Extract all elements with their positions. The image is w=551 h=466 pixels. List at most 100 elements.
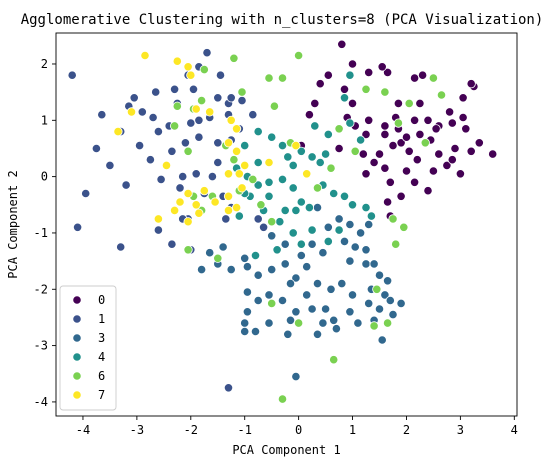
data-point-cluster-7 <box>170 205 180 215</box>
data-point-cluster-6 <box>229 53 239 63</box>
data-point-cluster-1 <box>191 169 201 179</box>
data-point-cluster-1 <box>167 239 177 249</box>
data-point-cluster-6 <box>388 214 398 224</box>
data-point-cluster-7 <box>234 169 244 179</box>
data-point-cluster-3 <box>240 326 250 337</box>
data-point-cluster-4 <box>323 236 333 246</box>
data-point-cluster-3 <box>350 242 360 252</box>
data-point-cluster-1 <box>67 70 77 80</box>
data-point-cluster-7 <box>175 197 185 207</box>
data-point-cluster-6 <box>213 253 223 263</box>
data-point-cluster-3 <box>302 290 312 300</box>
data-point-cluster-3 <box>380 290 390 300</box>
data-point-cluster-0 <box>461 124 471 134</box>
data-point-cluster-6 <box>248 174 258 184</box>
legend-label-7: 7 <box>98 388 105 402</box>
data-point-cluster-4 <box>234 211 244 221</box>
data-point-cluster-3 <box>264 290 274 300</box>
data-point-cluster-4 <box>355 135 366 145</box>
data-point-cluster-0 <box>310 98 320 109</box>
data-point-cluster-3 <box>396 298 406 308</box>
data-point-cluster-4 <box>329 188 339 199</box>
data-point-cluster-7 <box>232 124 242 134</box>
data-point-cluster-1 <box>221 214 231 224</box>
data-point-cluster-0 <box>404 146 414 156</box>
data-point-cluster-1 <box>180 138 190 148</box>
data-point-cluster-4 <box>339 191 350 201</box>
data-point-cluster-6 <box>256 200 266 210</box>
data-point-cluster-7 <box>194 208 204 218</box>
data-point-cluster-0 <box>380 163 390 173</box>
chart-title: Agglomerative Clustering with n_clusters… <box>21 12 544 28</box>
data-point-cluster-4 <box>296 239 306 249</box>
data-point-cluster-7 <box>161 160 172 170</box>
data-point-cluster-1 <box>148 112 158 123</box>
data-point-cluster-6 <box>172 101 182 111</box>
data-point-cluster-3 <box>291 371 301 382</box>
data-point-cluster-0 <box>409 115 420 125</box>
data-point-cluster-0 <box>393 98 403 109</box>
data-point-cluster-6 <box>334 124 344 134</box>
data-point-cluster-6 <box>326 163 336 173</box>
data-point-cluster-3 <box>280 239 290 249</box>
data-point-cluster-3 <box>267 231 277 241</box>
data-point-cluster-6 <box>329 355 339 365</box>
data-point-cluster-1 <box>116 242 126 252</box>
legend-marker-1 <box>72 314 82 324</box>
x-tick-label: -2 <box>184 423 198 437</box>
data-point-cluster-6 <box>382 318 393 328</box>
data-point-cluster-4 <box>291 205 301 215</box>
data-point-cluster-3 <box>280 259 290 269</box>
data-point-cluster-4 <box>277 141 288 151</box>
data-point-cluster-3 <box>320 304 331 314</box>
data-point-cluster-7 <box>191 104 201 114</box>
data-point-cluster-1 <box>194 115 204 125</box>
data-point-cluster-3 <box>307 304 317 314</box>
points-layer <box>67 39 498 404</box>
y-tick-label: 2 <box>41 57 48 71</box>
data-point-cluster-7 <box>232 146 242 156</box>
data-point-cluster-7 <box>113 127 123 137</box>
data-point-cluster-6 <box>199 65 209 75</box>
data-point-cluster-7 <box>226 115 236 125</box>
data-point-cluster-6 <box>391 239 401 249</box>
data-point-cluster-7 <box>291 141 301 151</box>
data-point-cluster-0 <box>339 84 350 94</box>
data-point-cluster-3 <box>329 315 339 325</box>
data-point-cluster-1 <box>73 222 83 232</box>
data-point-cluster-7 <box>140 50 150 61</box>
data-point-cluster-7 <box>223 191 234 201</box>
data-point-cluster-3 <box>226 264 236 275</box>
data-point-cluster-3 <box>242 262 252 272</box>
data-point-cluster-0 <box>455 169 465 179</box>
y-tick-label: 1 <box>41 113 48 127</box>
data-point-cluster-7 <box>223 205 234 215</box>
data-point-cluster-1 <box>105 160 115 170</box>
x-tick-label: 4 <box>511 423 518 437</box>
data-point-cluster-3 <box>377 335 387 345</box>
data-point-cluster-7 <box>191 200 201 210</box>
data-point-cluster-4 <box>253 157 263 168</box>
data-point-cluster-6 <box>264 73 274 83</box>
data-point-cluster-1 <box>145 155 155 165</box>
data-point-cluster-4 <box>361 203 371 213</box>
data-point-cluster-4 <box>347 200 358 210</box>
data-point-cluster-1 <box>156 174 166 184</box>
data-point-cluster-0 <box>447 155 457 165</box>
y-axis-label: PCA Component 2 <box>6 170 20 278</box>
data-point-cluster-1 <box>170 84 180 94</box>
data-point-cluster-1 <box>137 107 147 117</box>
data-point-cluster-6 <box>183 245 193 255</box>
data-point-cluster-0 <box>374 149 385 159</box>
data-point-cluster-0 <box>466 146 476 156</box>
data-point-cluster-1 <box>253 214 263 224</box>
data-point-cluster-0 <box>364 115 374 125</box>
legend-label-4: 4 <box>98 350 105 364</box>
data-point-cluster-3 <box>267 264 277 275</box>
data-point-cluster-0 <box>488 149 498 159</box>
x-tick-label: 3 <box>457 423 464 437</box>
legend-marker-4 <box>72 352 82 362</box>
data-point-cluster-4 <box>267 132 277 142</box>
data-point-cluster-4 <box>323 129 333 139</box>
